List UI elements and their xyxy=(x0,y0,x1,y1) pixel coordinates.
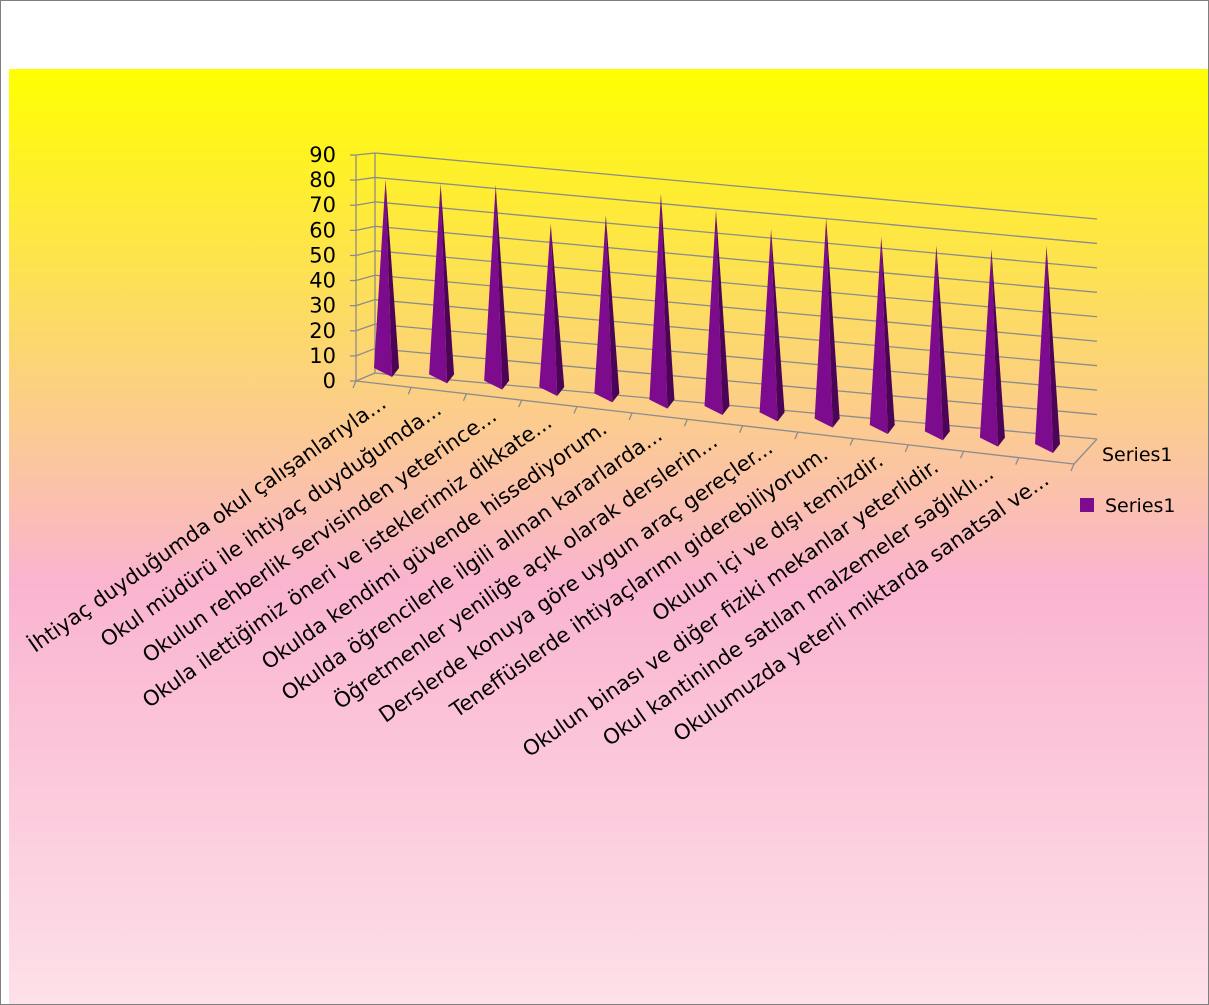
bar-face-side xyxy=(991,249,1005,447)
bars xyxy=(374,179,1060,453)
side-gridline xyxy=(355,323,376,332)
bar xyxy=(484,184,510,390)
side-gridline xyxy=(355,152,376,156)
side-gridline xyxy=(355,225,376,231)
x-tick-mark xyxy=(739,425,744,433)
y-tick-label: 80 xyxy=(309,168,336,192)
bar-face-side xyxy=(550,223,565,396)
bar-face-front xyxy=(594,215,613,403)
bar-face-side xyxy=(385,179,399,377)
legend-swatch xyxy=(1080,498,1094,512)
x-tick-mark xyxy=(683,419,688,427)
bar-face-front xyxy=(704,210,723,415)
x-tick-mark xyxy=(407,387,412,395)
y-tick-label: 30 xyxy=(309,294,336,318)
x-tick-mark xyxy=(959,450,965,459)
legend-label: Series1 xyxy=(1105,495,1176,517)
x-tick-mark xyxy=(518,399,523,408)
bar-face-side xyxy=(771,229,785,422)
bar-face-front xyxy=(759,229,778,422)
bar-face-side xyxy=(1046,245,1060,453)
bar xyxy=(1035,245,1060,453)
y-tick-label: 70 xyxy=(309,193,336,217)
bar-face-front xyxy=(924,245,943,441)
y-tick-label: 90 xyxy=(309,143,336,167)
side-gridline xyxy=(355,299,376,307)
y-tick-label: 60 xyxy=(309,218,336,242)
x-tick-mark xyxy=(462,393,468,402)
bar-face-front xyxy=(374,179,392,377)
x-tick-mark xyxy=(849,438,854,446)
x-tick-mark xyxy=(794,431,799,440)
y-tick-label: 40 xyxy=(309,269,336,293)
x-tick-mark xyxy=(573,406,578,414)
bar-face-side xyxy=(440,183,455,384)
floor-right-edge xyxy=(1073,438,1098,465)
bar-face-front xyxy=(649,193,668,409)
side-gridline xyxy=(355,176,376,181)
x-tick-mark xyxy=(628,412,633,421)
bar-face-front xyxy=(814,217,833,428)
bar xyxy=(429,183,455,384)
bar xyxy=(374,179,399,377)
bar-face-side xyxy=(660,193,675,409)
bar-face-front xyxy=(484,184,503,390)
gridline xyxy=(374,152,1098,220)
chart-background xyxy=(9,69,1208,1004)
bar xyxy=(539,223,565,396)
bar-face-front xyxy=(979,249,998,447)
bar xyxy=(814,217,840,428)
x-tick-mark xyxy=(1070,463,1075,472)
side-gridline xyxy=(355,274,376,282)
bar-face-front xyxy=(1035,245,1053,453)
bar xyxy=(594,215,620,403)
side-gridline xyxy=(355,347,376,357)
bar xyxy=(924,245,950,441)
y-tick-label: 20 xyxy=(309,319,336,343)
bar-face-side xyxy=(605,215,620,403)
bar-face-side xyxy=(936,245,950,441)
legend: Series1 Series1 xyxy=(1080,444,1176,517)
bar xyxy=(649,193,675,409)
bar-face-side xyxy=(881,236,895,434)
x-axis-line xyxy=(355,380,1075,465)
side-gridline xyxy=(355,201,376,206)
bar-face-side xyxy=(826,217,840,428)
bar xyxy=(869,236,895,434)
bar xyxy=(759,229,785,422)
y-tick-label: 10 xyxy=(309,344,336,368)
x-tick-mark xyxy=(352,380,357,389)
bar-face-front xyxy=(539,223,558,396)
bar xyxy=(979,249,1005,447)
y-tick-label: 50 xyxy=(309,243,336,267)
x-tick-mark xyxy=(904,444,909,453)
x-tick-mark xyxy=(1015,457,1020,465)
bar-face-front xyxy=(869,236,888,434)
legend-label: Series1 xyxy=(1102,444,1173,466)
bar-face-side xyxy=(716,210,730,415)
gridline xyxy=(374,176,1098,245)
bar xyxy=(704,210,730,415)
bar-face-side xyxy=(495,184,510,390)
y-tick-label: 0 xyxy=(323,369,336,393)
side-gridline xyxy=(355,250,376,257)
bar-face-front xyxy=(429,183,448,384)
side-gridline xyxy=(355,372,376,382)
